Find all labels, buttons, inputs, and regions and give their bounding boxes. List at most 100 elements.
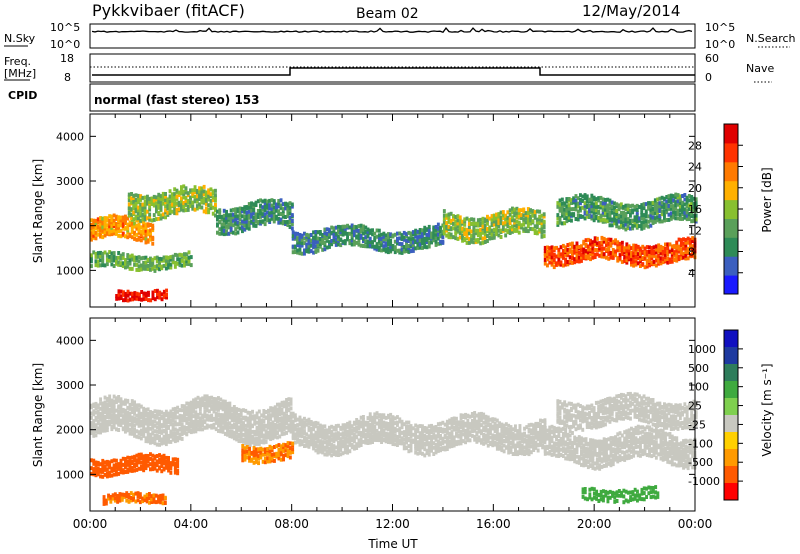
echo-cell	[583, 209, 587, 214]
echo-cell	[162, 434, 166, 439]
freq-label-1: Freq.	[4, 55, 31, 68]
echo-cell	[371, 418, 374, 423]
echo-cell	[359, 415, 363, 420]
echo-cell	[666, 260, 670, 265]
echo-cell	[575, 255, 579, 260]
echo-cell	[434, 450, 438, 455]
echo-cell	[642, 202, 646, 207]
echo-cell	[236, 214, 240, 219]
echo-cell	[198, 205, 201, 210]
echo-cell	[605, 247, 608, 252]
echo-cell	[620, 441, 624, 446]
echo-cell	[499, 228, 503, 233]
echo-cell	[339, 243, 343, 248]
echo-cell	[660, 212, 664, 217]
echo-cell	[191, 204, 195, 209]
echo-cell	[160, 414, 164, 419]
echo-cell	[575, 442, 579, 447]
echo-cell	[517, 230, 521, 235]
echo-cell	[371, 420, 374, 425]
echo-cell	[639, 264, 642, 268]
echo-cell	[192, 398, 195, 403]
echo-cell	[101, 221, 105, 226]
echo-cell	[273, 405, 277, 410]
echo-cell	[691, 239, 695, 244]
echo-cell	[90, 421, 93, 426]
echo-cell	[498, 446, 501, 451]
echo-cell	[445, 213, 449, 218]
echo-cell	[126, 253, 130, 258]
echo-cell	[300, 251, 304, 256]
echo-cell	[430, 240, 433, 245]
echo-cell	[205, 400, 209, 405]
echo-cell	[196, 427, 200, 432]
echo-cell	[391, 247, 395, 252]
echo-cell	[573, 247, 577, 252]
echo-cell	[685, 204, 689, 209]
echo-cell	[198, 192, 201, 197]
echo-cell	[183, 260, 186, 265]
echo-cell	[203, 397, 207, 401]
echo-cell	[115, 414, 118, 419]
colorbar-segment	[724, 199, 738, 219]
echo-cell	[96, 263, 100, 268]
echo-cell	[287, 418, 291, 423]
echo-cell	[645, 264, 649, 269]
echo-cell	[185, 406, 189, 411]
echo-cell	[511, 227, 514, 232]
echo-cell	[445, 435, 449, 440]
echo-cell	[231, 215, 235, 220]
echo-cell	[146, 267, 150, 271]
echo-cell	[458, 221, 462, 226]
echo-cell	[290, 204, 294, 209]
echo-cell	[137, 423, 141, 428]
echo-cell	[110, 229, 114, 234]
echo-cell	[307, 243, 311, 248]
echo-cell	[110, 413, 114, 418]
echo-cell	[130, 410, 134, 414]
echo-cell	[222, 208, 226, 213]
echo-cell	[384, 431, 388, 436]
echo-cell	[593, 448, 597, 453]
echo-cell	[323, 433, 327, 438]
echo-cell	[380, 421, 383, 426]
echo-cell	[523, 452, 526, 456]
echo-cell	[463, 222, 467, 227]
echo-cell	[432, 231, 436, 236]
echo-cell	[483, 235, 487, 240]
echo-cell	[346, 231, 349, 236]
echo-cell	[582, 460, 586, 465]
echo-cell	[382, 237, 386, 242]
echo-cell	[495, 225, 498, 230]
echo-cell	[666, 250, 670, 255]
echo-cell	[669, 206, 673, 211]
echo-cell	[632, 247, 636, 252]
echo-cell	[260, 424, 264, 429]
echo-cell	[640, 226, 644, 231]
echo-cell	[598, 447, 602, 452]
echo-cell	[692, 196, 696, 201]
echo-cell	[377, 418, 381, 423]
echo-cell	[309, 432, 313, 437]
echo-cell	[117, 218, 121, 223]
echo-cell	[678, 201, 682, 205]
echo-cell	[178, 263, 182, 268]
nsearch-tick-bottom: 10^0	[705, 38, 735, 51]
echo-cell	[682, 251, 685, 256]
echo-cell	[371, 228, 374, 233]
echo-cell	[649, 210, 653, 215]
echo-cell	[339, 227, 343, 232]
echo-cell	[400, 419, 404, 424]
echo-cell	[600, 451, 604, 456]
echo-cell	[250, 208, 253, 213]
echo-cell	[142, 415, 146, 419]
echo-cell	[613, 201, 616, 206]
echo-cell	[221, 425, 225, 430]
echo-cell	[564, 430, 568, 435]
echo-cell	[288, 201, 292, 206]
echo-cell	[341, 227, 345, 232]
echo-cell	[673, 244, 676, 249]
echo-cell	[581, 199, 585, 203]
echo-cell	[694, 209, 698, 214]
echo-cell	[105, 216, 109, 221]
